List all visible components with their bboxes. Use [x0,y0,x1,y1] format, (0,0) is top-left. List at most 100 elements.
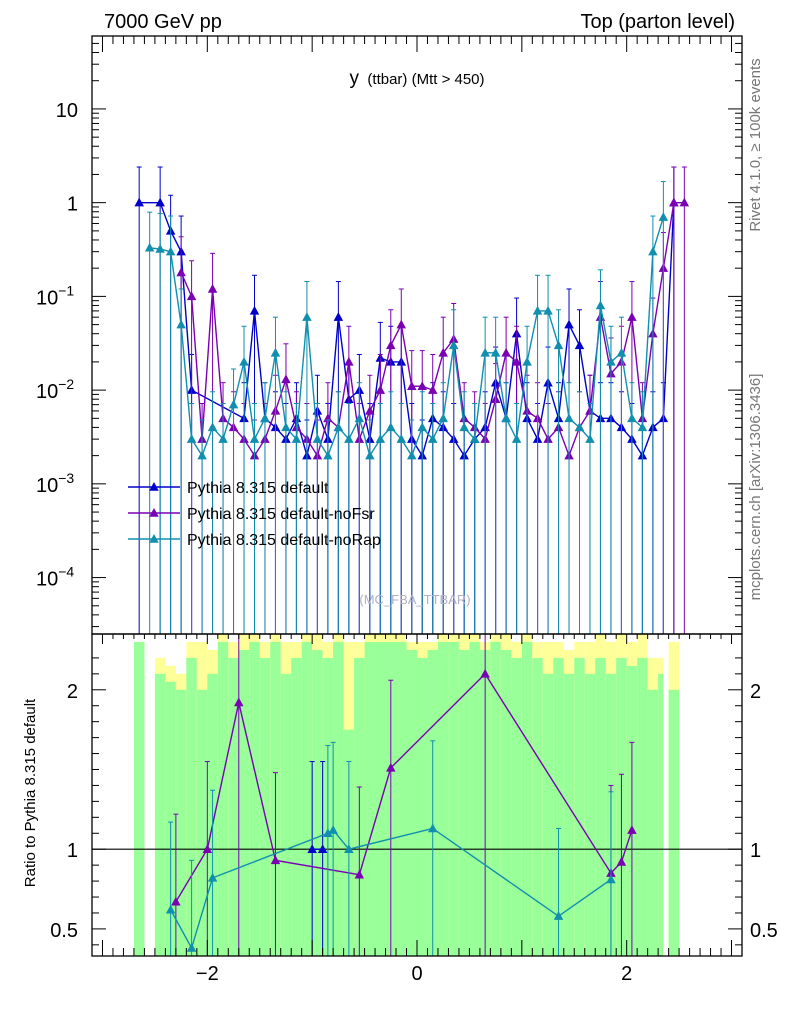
data-point [459,422,469,432]
upper-panel: y (ttbar) (Mtt > 450) (MC_FBA_TTBAR) 10 1… [36,35,742,634]
data-point [333,312,344,321]
data-point [386,422,396,432]
ratio-y-tick-label: 2 [67,681,78,703]
legend: Pythia 8.315 default Pythia 8.315 default… [128,480,381,549]
data-point [564,413,574,423]
data-point [564,319,574,329]
band-inner [165,681,176,956]
band-inner [469,641,480,956]
data-point [197,450,207,460]
header-left: 7000 GeV pp [104,11,222,33]
data-point [344,434,354,443]
data-point [228,399,239,409]
legend-label: Pythia 8.315 default [187,480,329,497]
data-point [186,434,197,443]
band-inner [500,649,512,956]
band-inner [532,657,543,956]
band-inner [511,657,522,956]
data-point [186,291,197,301]
y-tick-label: 10 [56,100,78,122]
data-point [302,312,312,321]
data-point [312,434,323,443]
band-inner [186,657,197,956]
legend-marker [149,508,159,517]
title-sub: (ttbar) (Mtt > 450) [367,71,484,88]
data-point [218,434,228,443]
legend-marker [149,534,159,543]
ratio-line [175,672,633,903]
ratio-point [165,904,176,914]
band-inner [280,673,292,956]
ratio-point [186,943,197,952]
band-inner [553,657,564,956]
ratio-bands [133,634,680,956]
ratio-point [480,668,490,678]
series-line [149,216,665,458]
ratio-y-tick-label-right: 0.5 [750,920,778,942]
data-point [144,242,155,252]
ratio-series-0 [307,761,328,956]
series-2 [144,181,669,634]
band-inner [301,641,313,956]
ratio-panel: −2 0 2 0.5 0.5 1 1 2 2 Ratio to Pythia 8.315 def… [22,634,778,985]
band-inner [417,657,428,956]
data-point [386,340,396,350]
data-point [501,347,511,357]
y-tick-label: 10−3 [36,470,74,497]
band-inner [312,649,323,956]
band-inner [637,657,648,956]
data-point [511,434,522,443]
data-point [207,422,218,432]
ratio-point [606,874,616,884]
y-tick-label: 1 [67,194,78,216]
data-point [606,356,616,366]
band-inner [406,649,417,956]
ratio-point [553,911,564,920]
series-0 [134,166,679,634]
data-point [365,450,375,460]
data-point [417,381,427,390]
legend-label: Pythia 8.315 default-noRap [187,532,381,549]
x-tick-label: 2 [621,963,632,985]
series-line [139,201,675,458]
ratio-series-2 [165,740,616,956]
data-point [637,422,648,432]
data-point [134,197,144,207]
data-point [249,305,260,315]
band-inner [238,649,250,956]
y-tick-label: 10−2 [36,376,74,403]
data-point [438,347,448,357]
ratio-y-tick-label-right: 2 [750,681,761,703]
data-point [448,340,459,350]
band-inner [574,657,585,956]
data-point [396,434,407,443]
ratio-point [627,825,637,834]
legend-entry: Pythia 8.315 default-noFsr [128,506,375,523]
data-point [616,347,627,357]
ratio-point [317,844,328,853]
band-inner [595,657,606,956]
data-point [354,413,365,423]
data-point [648,246,658,256]
data-point [270,347,281,357]
band-inner [563,673,575,956]
band-inner [364,641,376,956]
legend-label: Pythia 8.315 default-noFsr [187,506,375,523]
band-inner [154,673,166,956]
data-point [522,356,532,366]
header-right: Top (parton level) [580,11,735,33]
data-point [323,450,333,460]
data-point [480,347,490,357]
band-inner [375,641,386,956]
ratio-point [354,869,365,879]
data-point [291,434,302,443]
legend-entry: Pythia 8.315 default [128,480,329,497]
data-point [438,413,448,423]
band-inner [217,641,229,956]
data-point [574,422,585,432]
data-point [239,356,249,366]
lower-frame [91,633,743,957]
data-point [260,413,270,423]
ratio-point [344,844,354,853]
